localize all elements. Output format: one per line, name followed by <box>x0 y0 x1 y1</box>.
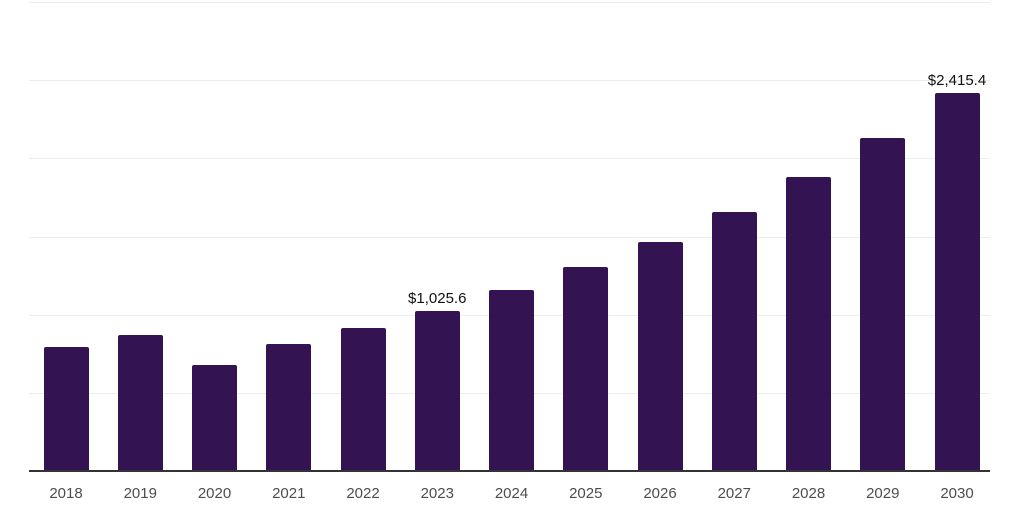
y-gridline-2500 <box>29 80 990 81</box>
data-label-2030: $2,415.4 <box>927 72 987 90</box>
y-gridline-1500 <box>29 237 990 238</box>
bar-2030[interactable] <box>934 93 980 471</box>
x-axis-line <box>29 470 990 472</box>
bar-2018[interactable] <box>43 347 89 471</box>
y-gridline-2000 <box>29 158 990 159</box>
bar-2022[interactable] <box>340 327 386 471</box>
x-axis-label-2025: 2025 <box>569 485 603 502</box>
bar-2024[interactable] <box>489 289 534 471</box>
bar-2027[interactable] <box>711 212 757 471</box>
x-axis-label-2028: 2028 <box>791 485 826 502</box>
x-axis-label-2019: 2019 <box>123 485 157 502</box>
x-axis-label-2029: 2029 <box>866 485 900 502</box>
x-axis-label-2027: 2027 <box>717 485 751 502</box>
x-axis-label-2030: 2030 <box>940 485 974 502</box>
y-gridline-3000 <box>29 2 990 3</box>
x-axis-label-2026: 2026 <box>643 485 677 502</box>
x-axis-label-2022: 2022 <box>346 485 380 502</box>
bar-2028[interactable] <box>786 177 831 471</box>
bar-2026[interactable] <box>637 241 683 471</box>
bar-2023[interactable] <box>414 310 460 471</box>
bar-2025[interactable] <box>563 266 609 471</box>
x-axis-label-2020: 2020 <box>197 485 232 502</box>
data-label-2023: $1,025.6 <box>408 289 467 307</box>
x-axis-label-2023: 2023 <box>420 485 454 502</box>
bar-2019[interactable] <box>117 334 163 471</box>
x-axis-label-2024: 2024 <box>494 485 529 502</box>
x-axis-label-2021: 2021 <box>272 485 306 502</box>
bar-2021[interactable] <box>266 344 312 471</box>
x-axis-label-2018: 2018 <box>49 485 83 502</box>
bar-2020[interactable] <box>192 364 237 471</box>
bar-2029[interactable] <box>860 137 906 471</box>
